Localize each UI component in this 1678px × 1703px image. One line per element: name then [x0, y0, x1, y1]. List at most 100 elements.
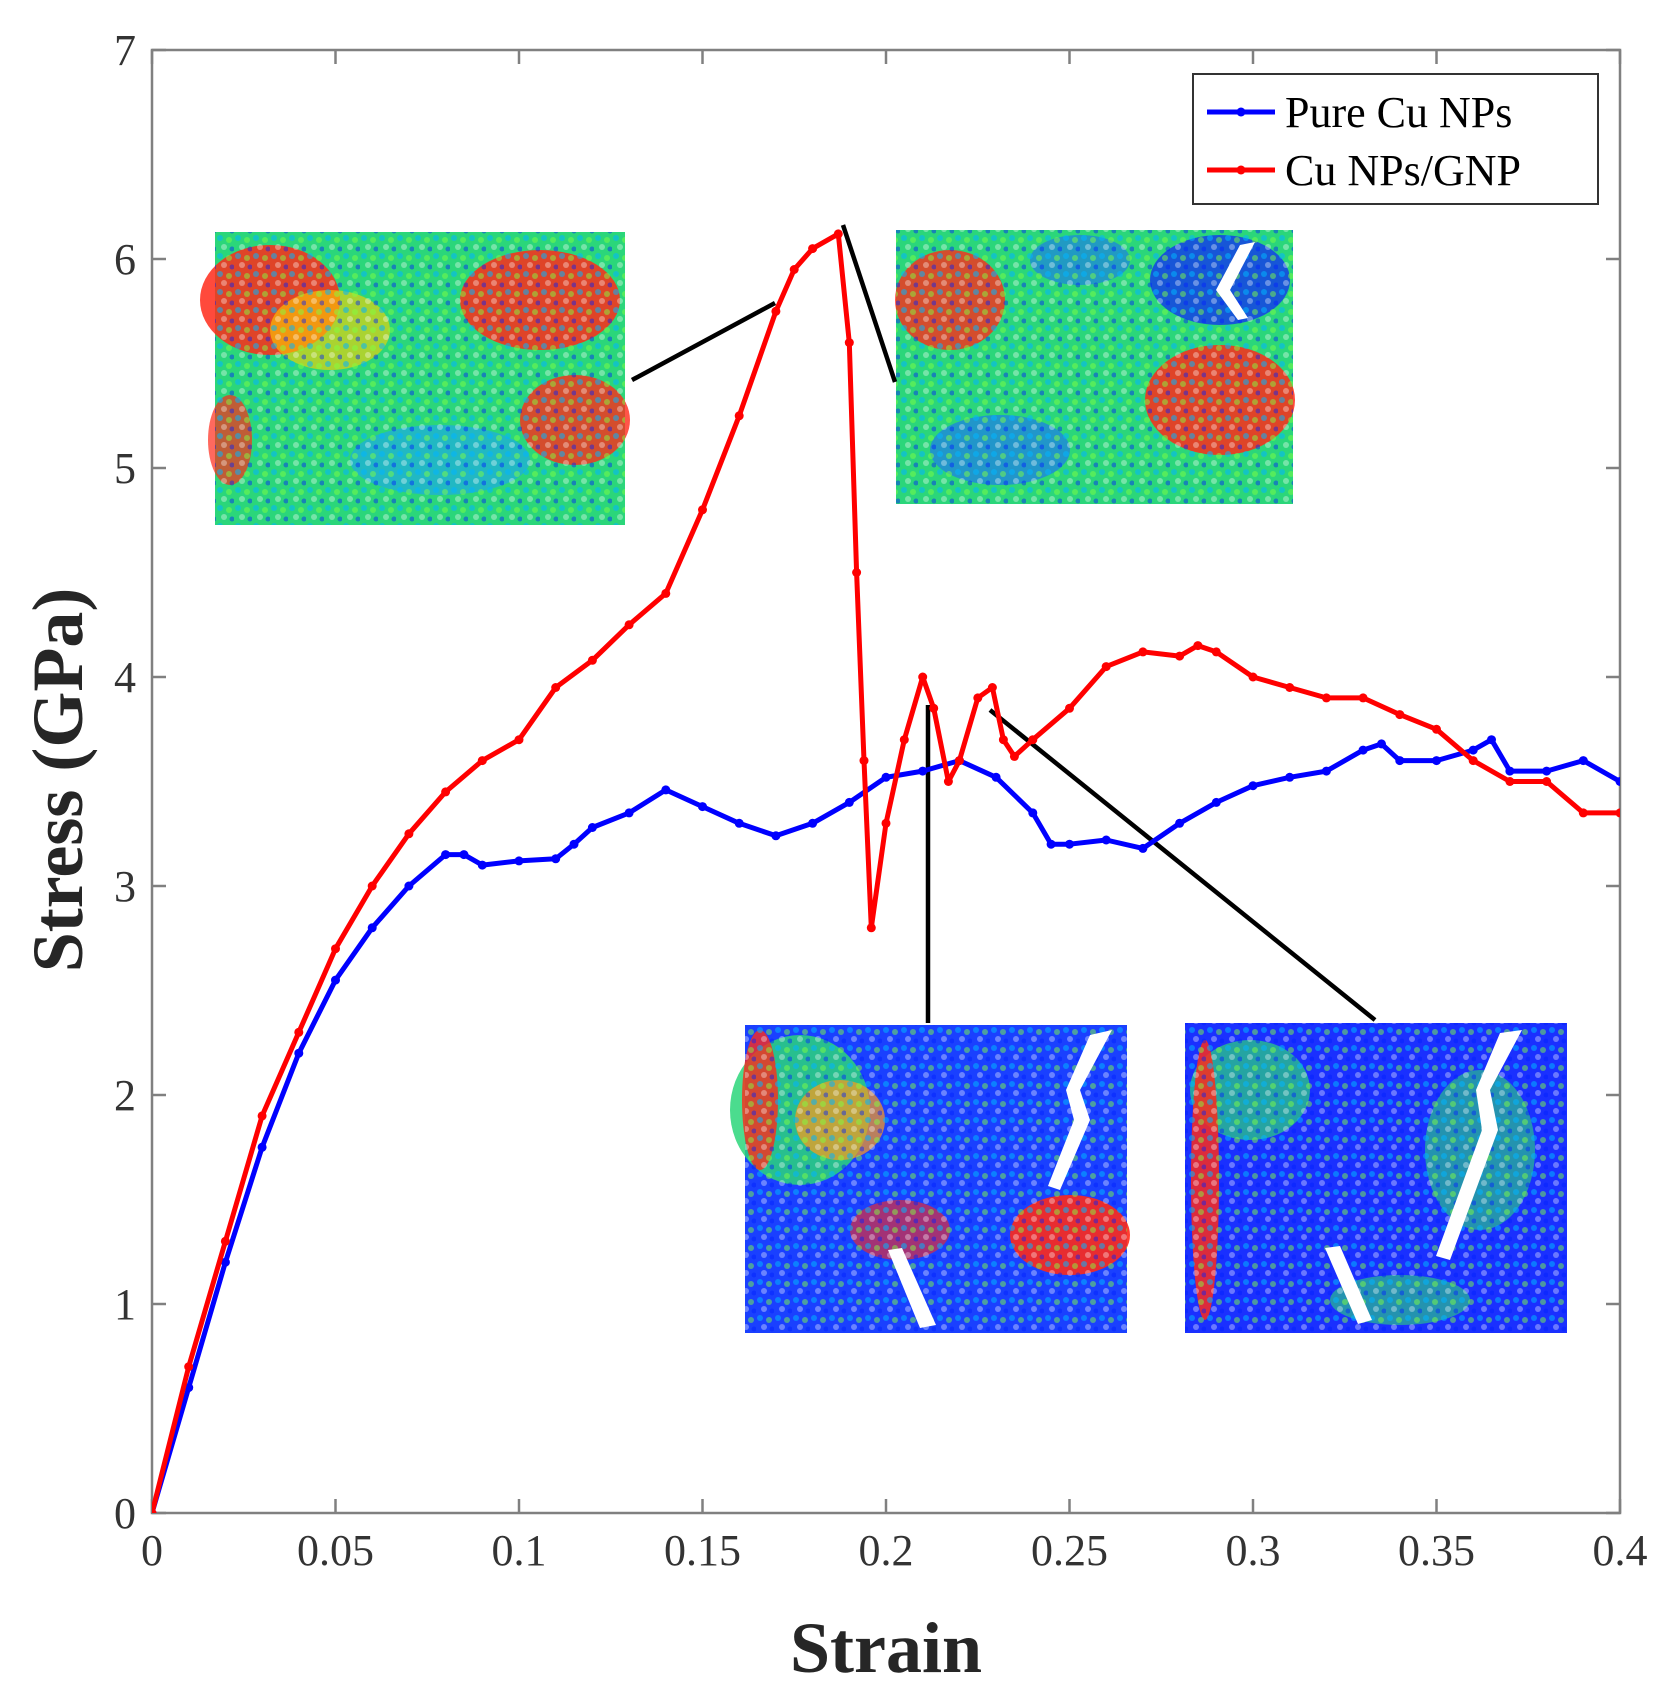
data-point: [477, 756, 487, 766]
x-tick-label: 0.2: [859, 1526, 914, 1575]
x-tick-label: 0.35: [1398, 1526, 1475, 1575]
data-point: [477, 860, 487, 870]
data-point: [998, 735, 1008, 745]
data-point: [294, 1048, 304, 1058]
data-point: [1248, 672, 1258, 682]
legend-label: Cu NPs/GNP: [1285, 146, 1521, 195]
legend-box: [1192, 73, 1599, 205]
y-axis-title: Stress (GPa): [18, 588, 98, 973]
data-point: [771, 306, 781, 316]
data-point: [844, 338, 854, 348]
data-point: [587, 823, 597, 832]
inset-image-3: [730, 1025, 1130, 1333]
data-point: [1321, 693, 1331, 703]
data-point: [1615, 808, 1620, 818]
y-tick-label: 5: [114, 444, 136, 493]
series-pure-cu-nps: [152, 735, 1620, 1513]
data-point: [514, 856, 524, 866]
leader-line-4: [988, 708, 1377, 1022]
data-point: [987, 683, 997, 692]
data-point: [1211, 647, 1221, 657]
data-point: [367, 923, 377, 933]
data-point: [771, 831, 781, 841]
data-point: [698, 505, 707, 515]
data-point: [859, 756, 869, 766]
data-point: [1046, 839, 1056, 849]
data-point: [367, 881, 377, 891]
y-tick-label: 6: [114, 235, 136, 284]
data-point: [514, 735, 524, 745]
legend: Pure Cu NPs Cu NPs/GNP: [1192, 73, 1599, 205]
data-point: [1065, 839, 1074, 849]
data-point: [954, 756, 964, 766]
data-point: [661, 785, 671, 795]
data-point: [661, 588, 671, 598]
data-point: [220, 1236, 230, 1246]
series-layer: [152, 229, 1620, 1513]
data-point: [459, 850, 469, 860]
leader-lines: [630, 224, 1377, 1023]
data-point: [881, 818, 891, 828]
data-point: [331, 975, 340, 985]
data-point: [1248, 781, 1258, 791]
data-point: [1138, 843, 1148, 853]
data-point: [624, 620, 634, 630]
x-tick-label: 0.3: [1226, 1526, 1281, 1575]
data-point: [866, 923, 876, 933]
data-point: [1321, 766, 1331, 776]
data-point: [734, 411, 744, 421]
data-point: [1505, 766, 1515, 776]
data-point: [441, 850, 451, 860]
data-point: [257, 1111, 267, 1121]
data-point: [991, 772, 1001, 782]
data-point: [1505, 777, 1515, 786]
legend-items: Pure Cu NPs Cu NPs/GNP: [1207, 88, 1521, 195]
leader-line-2: [840, 224, 898, 383]
data-point: [441, 787, 451, 797]
inset-snapshots: [200, 230, 1567, 1333]
data-point: [404, 881, 414, 891]
data-point: [1578, 756, 1588, 766]
x-axis-tick-labels: 0 0.05 0.1 0.15 0.2 0.25 0.3 0.35 0.4: [141, 1526, 1648, 1575]
inset-image-2: [895, 230, 1295, 504]
data-point: [918, 766, 928, 776]
data-point: [1101, 662, 1111, 672]
y-tick-label: 4: [114, 653, 136, 702]
series-cu-nps-gnp: [152, 229, 1620, 1513]
data-point: [1175, 818, 1185, 828]
data-point: [1432, 756, 1441, 766]
inset-image-1: [200, 232, 630, 525]
data-point: [257, 1142, 267, 1152]
x-tick-label: 0.05: [297, 1526, 374, 1575]
data-point: [698, 802, 707, 812]
data-point: [551, 854, 561, 864]
x-tick-label: 0.4: [1593, 1526, 1648, 1575]
data-point: [1175, 651, 1185, 661]
data-point: [1193, 641, 1203, 651]
legend-marker: [1236, 165, 1246, 175]
data-point: [844, 797, 854, 807]
data-point: [1615, 777, 1620, 786]
data-point: [1028, 808, 1038, 818]
data-point: [929, 703, 939, 713]
data-point: [1028, 735, 1038, 745]
data-point: [1285, 772, 1295, 782]
y-axis-tick-labels: 0 1 2 3 4 5 6 7: [114, 26, 136, 1538]
data-point: [551, 683, 561, 692]
legend-entry: Pure Cu NPs: [1207, 88, 1512, 137]
data-point: [1468, 745, 1478, 755]
x-tick-label: 0.15: [664, 1526, 741, 1575]
y-tick-label: 2: [114, 1071, 136, 1120]
data-point: [1395, 710, 1405, 720]
data-point: [1578, 808, 1588, 818]
x-tick-label: 0.25: [1031, 1526, 1108, 1575]
data-point: [1101, 835, 1111, 845]
y-tick-label: 3: [114, 862, 136, 911]
data-point: [1211, 797, 1221, 807]
data-point: [833, 229, 843, 239]
data-point: [220, 1257, 230, 1267]
data-point: [1138, 647, 1148, 657]
data-point: [1358, 693, 1368, 703]
data-point: [789, 265, 799, 274]
